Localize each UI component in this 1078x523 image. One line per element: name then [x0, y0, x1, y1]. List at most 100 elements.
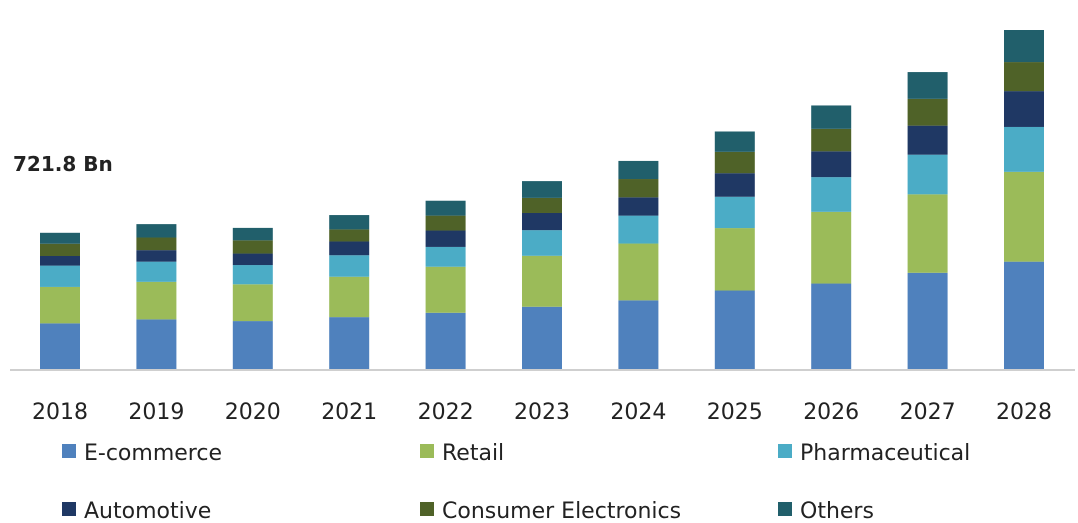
bar-others-2023 [522, 181, 562, 198]
bar-pharmaceutical-2026 [811, 177, 852, 212]
bar-retail-2020 [232, 284, 273, 322]
x-tick-2020: 2020 [225, 400, 281, 425]
bar-consumer-electronics-2018 [40, 243, 80, 256]
legend-item-consumer-electronics: Consumer Electronics [420, 499, 681, 523]
bar-retail-2026 [811, 211, 852, 284]
bar-pharmaceutical-2022 [425, 246, 466, 267]
bar-automotive-2022 [425, 230, 466, 247]
bar-others-2028 [1004, 30, 1044, 63]
legend-swatch-consumer-electronics [420, 502, 434, 516]
legend-label-consumer-electronics: Consumer Electronics [442, 499, 681, 523]
bar-automotive-2025 [714, 173, 755, 197]
bar-e-commerce-2019 [136, 319, 177, 369]
x-tick-2024: 2024 [610, 400, 666, 425]
bar-consumer-electronics-2027 [907, 98, 948, 126]
legend-item-others: Others [778, 499, 874, 523]
bar-others-2018 [40, 232, 80, 244]
bar-automotive-2021 [329, 241, 370, 256]
legend-item-pharmaceutical: Pharmaceutical [778, 441, 970, 466]
bar-automotive-2027 [907, 125, 948, 155]
bar-e-commerce-2023 [522, 306, 562, 369]
bar-e-commerce-2020 [232, 321, 273, 369]
bar-pharmaceutical-2021 [329, 255, 370, 277]
bar-consumer-electronics-2028 [1004, 62, 1044, 92]
bars-layer [40, 30, 1044, 369]
bar-automotive-2026 [811, 151, 852, 178]
bar-pharmaceutical-2025 [714, 196, 755, 229]
bar-pharmaceutical-2027 [907, 154, 948, 195]
bar-e-commerce-2026 [811, 283, 852, 369]
legend-label-e-commerce: E-commerce [84, 441, 222, 466]
bar-pharmaceutical-2020 [232, 265, 273, 285]
bar-consumer-electronics-2023 [522, 197, 562, 213]
legend-item-retail: Retail [420, 441, 504, 466]
bar-consumer-electronics-2026 [811, 128, 852, 152]
annotation-2018: 721.8 Bn [13, 152, 113, 176]
bar-automotive-2023 [522, 212, 562, 231]
bar-retail-2024 [618, 243, 659, 301]
bar-others-2020 [232, 227, 273, 241]
bar-pharmaceutical-2024 [618, 215, 659, 244]
bar-others-2024 [618, 160, 659, 180]
legend-label-others: Others [800, 499, 874, 523]
legend-swatch-others [778, 502, 792, 516]
legend-swatch-retail [420, 444, 434, 458]
bar-retail-2019 [136, 281, 177, 320]
bar-retail-2027 [907, 194, 948, 273]
bar-pharmaceutical-2028 [1004, 126, 1044, 172]
bar-retail-2021 [329, 276, 370, 318]
bar-others-2019 [136, 224, 177, 238]
bar-pharmaceutical-2019 [136, 261, 177, 282]
bar-e-commerce-2027 [907, 272, 948, 369]
legend-swatch-e-commerce [62, 444, 76, 458]
bar-pharmaceutical-2023 [522, 230, 562, 256]
bar-others-2022 [425, 200, 466, 216]
bar-pharmaceutical-2018 [40, 265, 80, 287]
bar-automotive-2020 [232, 253, 273, 266]
bar-retail-2018 [40, 286, 80, 324]
bar-e-commerce-2018 [40, 323, 80, 369]
legend: E-commerce Retail Pharmaceutical Automotive… [62, 441, 970, 523]
legend-item-automotive: Automotive [62, 499, 211, 523]
bar-automotive-2018 [40, 256, 80, 266]
legend-swatch-pharmaceutical [778, 444, 792, 458]
bar-retail-2028 [1004, 171, 1044, 262]
x-tick-labels: 2018 2019 2020 2021 2022 2023 2024 2025 2026 2027… [32, 400, 1052, 425]
legend-item-e-commerce: E-commerce [62, 441, 222, 466]
bar-others-2025 [714, 131, 755, 152]
bar-retail-2025 [714, 228, 755, 291]
bar-e-commerce-2025 [714, 290, 755, 369]
x-tick-2027: 2027 [900, 400, 956, 425]
bar-others-2027 [907, 72, 948, 99]
bar-e-commerce-2021 [329, 317, 370, 369]
bar-consumer-electronics-2021 [329, 229, 370, 242]
x-tick-2021: 2021 [321, 400, 377, 425]
x-tick-2022: 2022 [418, 400, 474, 425]
legend-swatch-automotive [62, 502, 76, 516]
legend-label-retail: Retail [442, 441, 504, 466]
bar-e-commerce-2024 [618, 300, 659, 369]
bar-consumer-electronics-2025 [714, 151, 755, 174]
bar-others-2021 [329, 215, 370, 230]
legend-label-automotive: Automotive [84, 499, 211, 523]
bar-automotive-2028 [1004, 91, 1044, 127]
x-tick-2025: 2025 [707, 400, 763, 425]
bar-consumer-electronics-2022 [425, 215, 466, 231]
bar-consumer-electronics-2019 [136, 237, 177, 251]
bar-others-2026 [811, 105, 852, 129]
x-tick-2028: 2028 [996, 400, 1052, 425]
x-tick-2026: 2026 [803, 400, 859, 425]
bar-automotive-2024 [618, 197, 659, 216]
x-tick-2019: 2019 [128, 400, 184, 425]
x-tick-2023: 2023 [514, 400, 570, 425]
bar-consumer-electronics-2024 [618, 179, 659, 198]
bar-retail-2022 [425, 266, 466, 313]
bar-retail-2023 [522, 255, 562, 307]
legend-label-pharmaceutical: Pharmaceutical [800, 441, 970, 466]
annotations: 721.8 Bn1796.9 Bn [13, 152, 113, 176]
x-tick-2018: 2018 [32, 400, 88, 425]
bar-automotive-2019 [136, 250, 177, 262]
bar-e-commerce-2028 [1004, 261, 1044, 369]
